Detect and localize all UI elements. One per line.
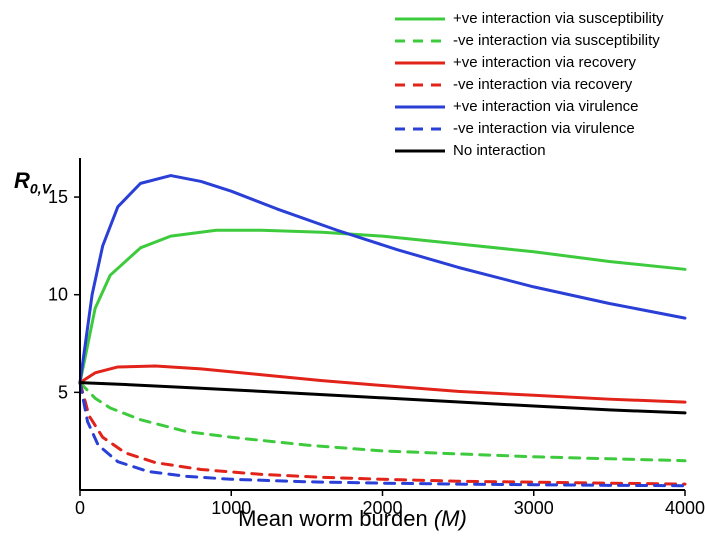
xlabel-text: Mean worm burden [238, 506, 428, 531]
legend-item: +ve interaction via susceptibility [395, 8, 664, 30]
legend-line-sample [395, 11, 445, 27]
x-axis-label: Mean worm burden (M) [0, 506, 705, 532]
legend-item: -ve interaction via recovery [395, 74, 664, 96]
ylabel-sub: 0,V [30, 180, 51, 196]
legend-item: +ve interaction via virulence [395, 96, 664, 118]
legend-label: +ve interaction via susceptibility [453, 8, 664, 30]
legend-label: No interaction [453, 140, 546, 162]
legend-label: -ve interaction via virulence [453, 118, 635, 140]
y-axis-label: R0,V [14, 168, 51, 196]
legend-label: +ve interaction via recovery [453, 52, 636, 74]
series-pos-virulence [80, 176, 685, 383]
ylabel-main: R [14, 168, 30, 193]
xlabel-ital: (M) [434, 506, 467, 531]
legend-item: No interaction [395, 140, 664, 162]
legend-line-sample [395, 55, 445, 71]
legend-item: -ve interaction via susceptibility [395, 30, 664, 52]
legend-item: +ve interaction via recovery [395, 52, 664, 74]
legend: +ve interaction via susceptibility-ve in… [395, 8, 664, 162]
legend-label: -ve interaction via recovery [453, 74, 632, 96]
y-tick-label: 10 [48, 285, 68, 305]
legend-line-sample [395, 143, 445, 159]
legend-line-sample [395, 33, 445, 49]
legend-line-sample [395, 121, 445, 137]
chart-container: 0100020003000400051015 R0,V Mean worm bu… [0, 0, 705, 544]
legend-line-sample [395, 77, 445, 93]
legend-item: -ve interaction via virulence [395, 118, 664, 140]
series-neg-susceptibility [80, 383, 685, 461]
legend-label: -ve interaction via susceptibility [453, 30, 660, 52]
y-tick-label: 5 [58, 382, 68, 402]
legend-label: +ve interaction via virulence [453, 96, 639, 118]
series-pos-susceptibility [80, 230, 685, 382]
legend-line-sample [395, 99, 445, 115]
